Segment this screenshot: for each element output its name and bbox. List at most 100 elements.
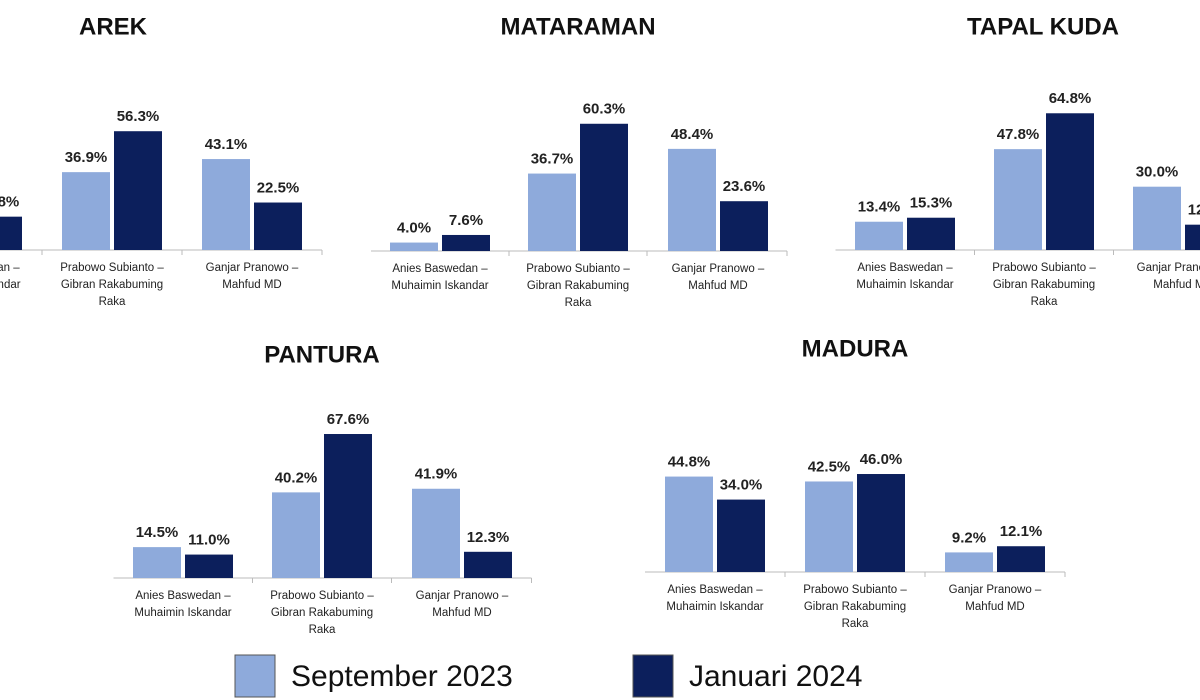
category-line: Raka bbox=[1031, 296, 1058, 308]
bar bbox=[1046, 113, 1094, 250]
category-line: Mahfud MD bbox=[688, 280, 747, 292]
value-label: 12.3% bbox=[467, 529, 510, 546]
value-label: 34.0% bbox=[720, 477, 763, 494]
category-label: Anies Baswedan – Muhaimin Iskandar bbox=[391, 263, 488, 292]
bar bbox=[857, 474, 905, 572]
value-label: 46.0% bbox=[860, 451, 903, 468]
value-label: 4.0% bbox=[397, 220, 431, 237]
category-line: Muhaimin Iskandar bbox=[0, 279, 21, 291]
chart-title: AREK bbox=[79, 13, 148, 40]
category-line: Anies Baswedan – bbox=[667, 584, 763, 596]
category-line: Raka bbox=[842, 618, 869, 630]
value-label: 48.4% bbox=[671, 126, 714, 143]
value-label: 23.6% bbox=[723, 178, 766, 195]
value-label: 15.8% bbox=[0, 194, 19, 211]
category-line: Mahfud MD bbox=[1153, 279, 1200, 291]
bar bbox=[114, 131, 162, 250]
category-label: Ganjar Pranowo – Mahfud MD bbox=[672, 263, 765, 292]
category-line: Gibran Rakabuming bbox=[804, 601, 906, 613]
category-line: Gibran Rakabuming bbox=[61, 279, 163, 291]
category-label: Prabowo Subianto – Gibran Rakabuming Raka bbox=[803, 584, 907, 630]
bar bbox=[254, 202, 302, 250]
value-label: 15.3% bbox=[910, 195, 953, 212]
legend-label: September 2023 bbox=[291, 660, 513, 693]
category-label: Anies Baswedan – Muhaimin Iskandar bbox=[134, 590, 231, 619]
bar bbox=[1133, 186, 1181, 250]
value-label: 11.0% bbox=[188, 532, 230, 549]
category-line: Raka bbox=[565, 297, 592, 309]
category-line: Prabowo Subianto – bbox=[270, 590, 374, 602]
category-label: Anies Baswedan – Muhaimin Iskandar bbox=[0, 262, 21, 291]
value-label: 67.6% bbox=[327, 411, 370, 428]
category-line: Muhaimin Iskandar bbox=[856, 279, 953, 291]
category-line: Anies Baswedan – bbox=[135, 590, 231, 602]
category-line: Prabowo Subianto – bbox=[526, 263, 630, 275]
category-line: Muhaimin Iskandar bbox=[666, 601, 763, 613]
bar bbox=[185, 554, 233, 578]
bar bbox=[994, 149, 1042, 250]
bar bbox=[720, 201, 768, 251]
chart-title: MATARAMAN bbox=[500, 13, 655, 40]
legend-label: Januari 2024 bbox=[689, 660, 862, 693]
category-line: Raka bbox=[309, 624, 336, 636]
category-line: Gibran Rakabuming bbox=[271, 607, 373, 619]
category-label: Anies Baswedan – Muhaimin Iskandar bbox=[856, 262, 953, 291]
value-label: 40.2% bbox=[275, 469, 318, 486]
legend-swatch bbox=[632, 654, 674, 698]
bar bbox=[272, 492, 320, 578]
value-label: 64.8% bbox=[1049, 90, 1092, 107]
category-line: Mahfud MD bbox=[965, 601, 1024, 613]
chart-title: MADURA bbox=[802, 335, 909, 362]
bar bbox=[855, 221, 903, 250]
category-label: Prabowo Subianto – Gibran Rakabuming Raka bbox=[526, 263, 630, 309]
category-line: Prabowo Subianto – bbox=[60, 262, 164, 274]
value-label: 12.0% bbox=[1188, 202, 1200, 219]
value-label: 36.7% bbox=[531, 151, 574, 168]
category-label: Ganjar Pranowo – Mahfud MD bbox=[1137, 262, 1200, 291]
category-line: Mahfud MD bbox=[222, 279, 281, 291]
value-label: 30.0% bbox=[1136, 164, 1179, 181]
bar bbox=[464, 551, 512, 578]
value-label: 41.9% bbox=[415, 466, 458, 483]
category-line: Ganjar Pranowo – bbox=[1137, 262, 1200, 274]
value-label: 47.8% bbox=[997, 126, 1040, 143]
chart-title: TAPAL KUDA bbox=[967, 13, 1119, 40]
category-line: Ganjar Pranowo – bbox=[672, 263, 765, 275]
category-line: Prabowo Subianto – bbox=[803, 584, 907, 596]
category-label: Ganjar Pranowo – Mahfud MD bbox=[416, 590, 509, 619]
bar bbox=[805, 481, 853, 572]
category-line: Muhaimin Iskandar bbox=[391, 280, 488, 292]
bar bbox=[202, 159, 250, 250]
bar bbox=[997, 546, 1045, 572]
bar bbox=[580, 123, 628, 251]
bar bbox=[945, 552, 993, 572]
category-line: Anies Baswedan – bbox=[857, 262, 953, 274]
bar bbox=[907, 217, 955, 250]
category-line: Prabowo Subianto – bbox=[992, 262, 1096, 274]
chart-title: PANTURA bbox=[264, 341, 380, 368]
category-line: Mahfud MD bbox=[432, 607, 491, 619]
value-label: 7.6% bbox=[449, 212, 483, 229]
bar bbox=[1185, 224, 1200, 250]
category-line: Gibran Rakabuming bbox=[527, 280, 629, 292]
bar bbox=[133, 547, 181, 578]
value-label: 43.1% bbox=[205, 136, 248, 153]
value-label: 22.5% bbox=[257, 179, 300, 196]
category-line: Anies Baswedan – bbox=[392, 263, 488, 275]
legend-swatch bbox=[234, 654, 276, 698]
value-label: 56.3% bbox=[117, 108, 160, 125]
bar bbox=[442, 234, 490, 251]
category-line: Muhaimin Iskandar bbox=[134, 607, 231, 619]
category-label: Prabowo Subianto – Gibran Rakabuming Raka bbox=[992, 262, 1096, 308]
value-label: 44.8% bbox=[668, 454, 711, 471]
category-label: Ganjar Pranowo – Mahfud MD bbox=[206, 262, 299, 291]
category-line: Ganjar Pranowo – bbox=[949, 584, 1042, 596]
category-label: Prabowo Subianto – Gibran Rakabuming Raka bbox=[270, 590, 374, 636]
category-label: Ganjar Pranowo – Mahfud MD bbox=[949, 584, 1042, 613]
bar bbox=[0, 216, 22, 250]
value-label: 12.1% bbox=[1000, 523, 1043, 540]
bar bbox=[412, 488, 460, 578]
category-line: Anies Baswedan – bbox=[0, 262, 20, 274]
value-label: 60.3% bbox=[583, 101, 626, 118]
